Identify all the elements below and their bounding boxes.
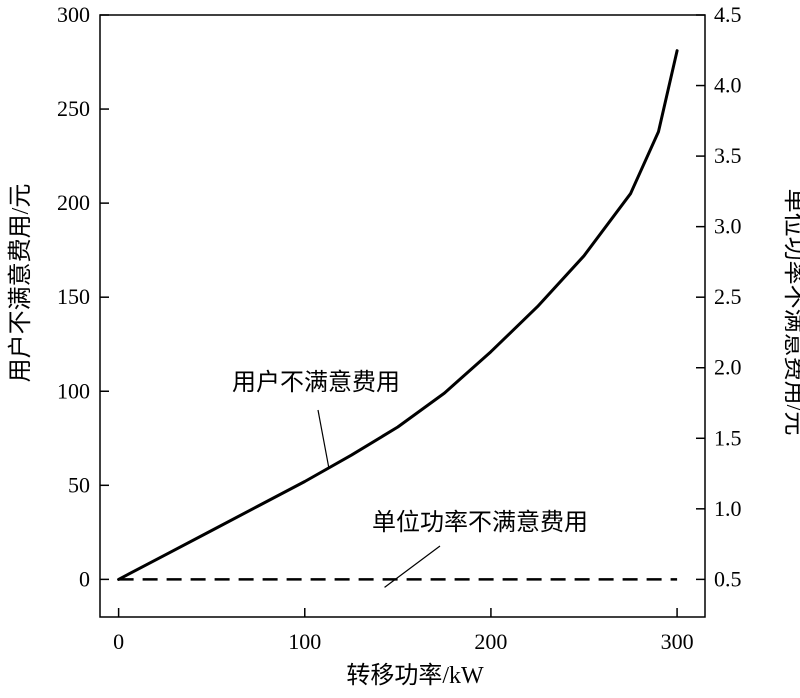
user-cost-curve <box>117 49 679 581</box>
right-y-tick-label: 2.5 <box>714 284 742 309</box>
right-y-tick-label: 4.5 <box>714 2 742 27</box>
left-y-axis-title: 用户不满意费用/元 <box>7 184 34 383</box>
left-y-tick-label: 200 <box>57 190 90 215</box>
right-y-axis-title: 单位功率不满意费用/元 <box>781 189 800 436</box>
annotation-leader-line <box>384 545 441 588</box>
plot-frame <box>99 14 706 618</box>
ticks-layer: 0 100 200 300 0 50 100 150 200 250 300 0.5 1.0 1.5 2.0… <box>57 2 742 654</box>
left-y-tick-label: 300 <box>57 2 90 27</box>
left-y-tick-label: 50 <box>68 472 90 497</box>
x-axis-title: 转移功率/kW <box>346 662 484 689</box>
annotation-leader-line <box>317 409 330 468</box>
x-tick-label: 200 <box>474 629 507 654</box>
right-y-tick-label: 1.5 <box>714 425 742 450</box>
series-layer <box>117 49 679 581</box>
x-tick-label: 300 <box>661 629 694 654</box>
right-y-tick-label: 4.0 <box>714 73 742 98</box>
annotation-label: 用户不满意费用 <box>232 369 400 396</box>
right-y-tick-label: 3.5 <box>714 143 742 168</box>
x-tick-label: 0 <box>113 629 124 654</box>
left-y-tick-label: 0 <box>79 566 90 591</box>
left-y-tick-label: 150 <box>57 284 90 309</box>
right-y-tick-label: 3.0 <box>714 214 742 239</box>
right-y-tick-label: 1.0 <box>714 496 742 521</box>
left-y-tick-label: 100 <box>57 378 90 403</box>
x-tick-label: 100 <box>288 629 321 654</box>
left-y-tick-label: 250 <box>57 96 90 121</box>
annotation-label: 单位功率不满意费用 <box>372 509 588 536</box>
right-y-tick-label: 2.0 <box>714 355 742 380</box>
right-y-tick-label: 0.5 <box>714 566 742 591</box>
